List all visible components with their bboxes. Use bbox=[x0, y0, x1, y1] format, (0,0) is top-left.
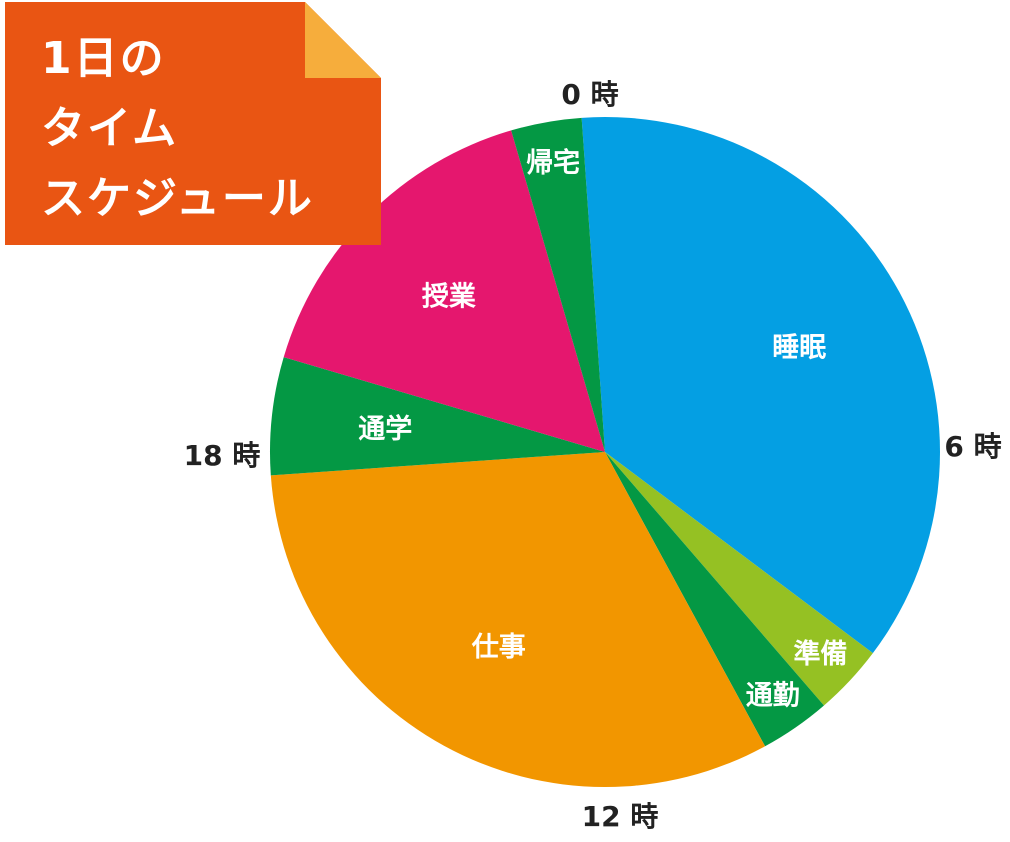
time-label-12: 12 時 bbox=[582, 800, 659, 833]
pie-slice-4 bbox=[269, 357, 605, 476]
title-line-3: スケジュール bbox=[41, 173, 314, 224]
slice-label-4: 通学 bbox=[358, 413, 412, 445]
time-label-0: 0 時 bbox=[561, 78, 618, 111]
pie-slice-5 bbox=[283, 130, 605, 452]
pie-slice-1 bbox=[605, 452, 873, 706]
pie-slices bbox=[269, 116, 940, 787]
pie-slice-2 bbox=[605, 452, 824, 747]
slice-label-2: 通勤 bbox=[746, 680, 800, 711]
slice-label-0: 睡眠 bbox=[772, 332, 826, 363]
slice-label-6: 帰宅 bbox=[526, 147, 580, 179]
title-card-background bbox=[5, 2, 381, 245]
pie-slice-0 bbox=[581, 116, 940, 654]
slice-label-5: 授業 bbox=[422, 281, 476, 312]
chart-title: 1日の タイム スケジュール bbox=[41, 24, 314, 234]
time-label-18: 18 時 bbox=[184, 439, 261, 472]
title-card: 1日の タイム スケジュール bbox=[5, 2, 381, 245]
title-line-1: 1日の bbox=[41, 33, 166, 84]
title-line-2: タイム bbox=[41, 103, 179, 154]
time-labels: 0 時 6 時 12 時 18 時 bbox=[184, 78, 1002, 833]
pie-slice-6 bbox=[511, 117, 605, 452]
pie-slice-3 bbox=[270, 452, 766, 787]
slice-label-1: 準備 bbox=[793, 638, 847, 670]
slice-label-3: 仕事 bbox=[471, 632, 526, 663]
time-label-6: 6 時 bbox=[944, 430, 1001, 463]
